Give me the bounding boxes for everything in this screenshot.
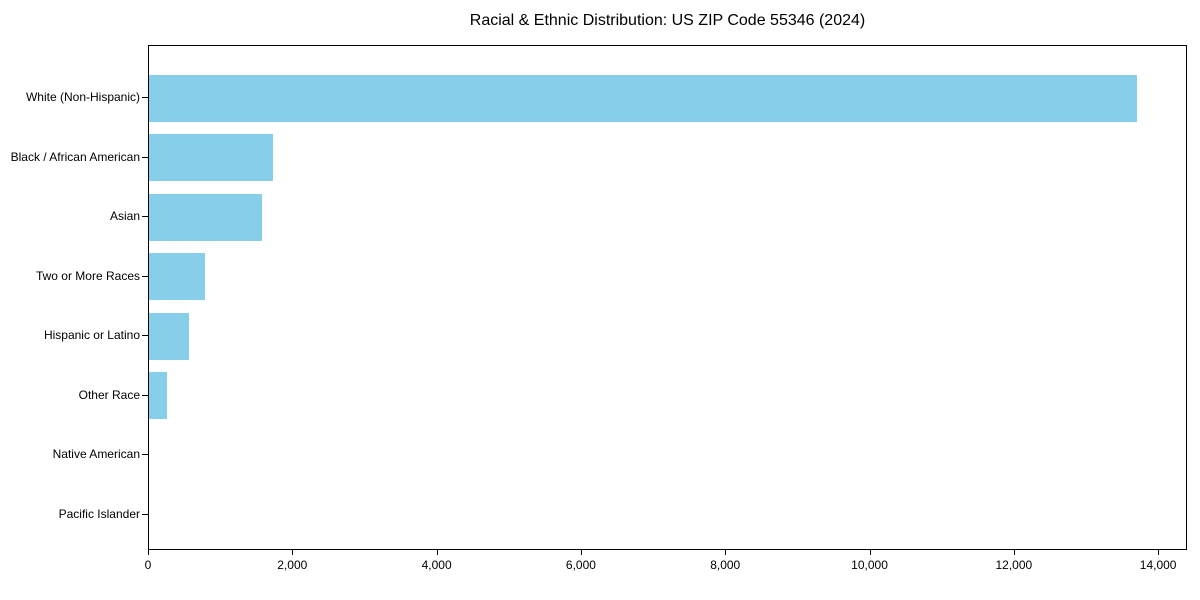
y-tick-mark [142, 97, 148, 98]
x-tick-label: 4,000 [421, 558, 452, 572]
x-tick-label: 10,000 [851, 558, 888, 572]
y-axis-label: Native American [52, 447, 140, 462]
y-tick-mark [142, 335, 148, 337]
bar-white-non-hispanic [149, 74, 1138, 122]
x-tick-mark [869, 550, 871, 555]
y-axis-label: Hispanic or Latino [43, 328, 140, 343]
y-tick-mark [142, 513, 148, 515]
x-tick-mark [580, 550, 582, 555]
x-tick-label: 14,000 [1139, 558, 1177, 572]
plot-area [148, 45, 1187, 550]
y-axis-label: Pacific Islander [58, 506, 140, 521]
x-tick-mark [292, 550, 294, 555]
x-tick-label: 6,000 [565, 558, 596, 572]
x-tick-label: 8,000 [710, 558, 741, 572]
x-tick-mark [148, 550, 149, 555]
y-axis-label: Two or More Races [35, 268, 140, 283]
y-tick-mark [142, 216, 148, 218]
x-tick-mark [1013, 550, 1015, 555]
bar-black-african-american [149, 134, 274, 182]
x-tick-mark [1158, 550, 1160, 555]
x-tick-label: 12,000 [995, 558, 1033, 572]
y-tick-mark [142, 156, 148, 158]
x-tick-label: 0 [144, 558, 152, 572]
bar-hispanic-or-latino [149, 312, 190, 360]
x-tick-mark [725, 550, 727, 555]
bar-asian [149, 193, 262, 241]
x-tick-label: 2,000 [277, 558, 308, 572]
y-tick-mark [142, 275, 148, 277]
bar-two-or-more-races [149, 253, 205, 301]
chart-title: Racial & Ethnic Distribution: US ZIP Cod… [469, 12, 866, 29]
y-tick-mark [142, 454, 148, 456]
x-tick-mark [436, 550, 438, 555]
y-tick-mark [142, 394, 148, 396]
bar-other-race [149, 372, 168, 420]
y-axis-label: Asian [109, 209, 140, 224]
y-axis-label: White (Non-Hispanic) [25, 90, 140, 104]
y-axis-label: Other Race [78, 387, 140, 402]
y-axis-label: Black / African American [10, 149, 140, 164]
